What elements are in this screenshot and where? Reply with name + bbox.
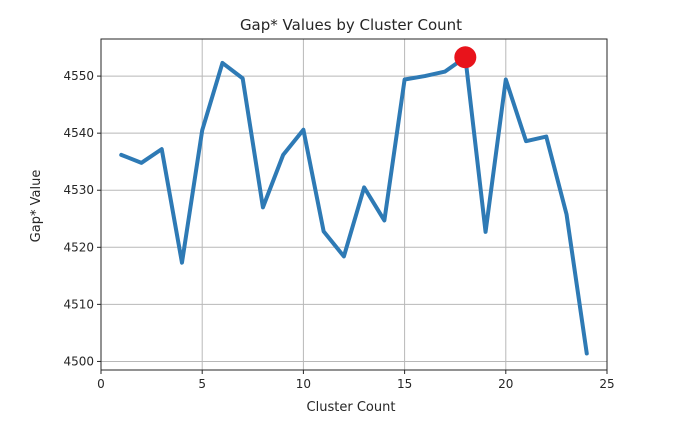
x-tick-label: 20 xyxy=(498,377,513,391)
series-line xyxy=(119,55,589,356)
x-tick-label: 10 xyxy=(296,377,311,391)
y-tick-label: 4550 xyxy=(63,69,94,83)
x-tick-label: 25 xyxy=(599,377,614,391)
x-tick-label: 5 xyxy=(198,377,206,391)
y-tick-label: 4510 xyxy=(63,297,94,311)
y-tick-label: 4520 xyxy=(63,240,94,254)
y-tick-label: 4500 xyxy=(63,354,94,368)
y-tick-label: 4540 xyxy=(63,126,94,140)
axes-layer: 0 5 10 15 20 25 4500 4510 4520 4530 4540 4550 xyxy=(63,38,615,391)
highlight-point xyxy=(454,46,477,69)
y-tick-label: 4530 xyxy=(63,183,94,197)
y-axis-label: Gap* Value xyxy=(29,170,44,243)
series-layer xyxy=(119,46,589,356)
chart-title: Gap* Values by Cluster Count xyxy=(240,16,462,34)
x-tick-label: 0 xyxy=(97,377,105,391)
x-axis-label: Cluster Count xyxy=(307,400,396,415)
x-tick-label: 15 xyxy=(397,377,412,391)
plot-frame xyxy=(100,38,608,371)
